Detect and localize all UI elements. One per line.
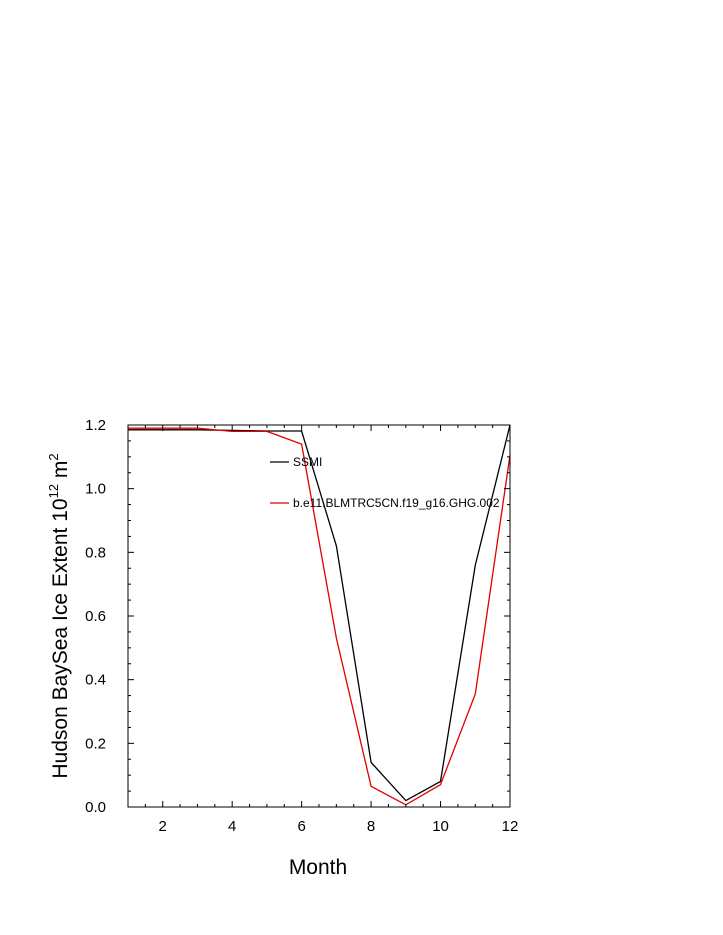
y-axis-title-unit: m <box>49 461 72 484</box>
y-axis-title: Hudson BaySea Ice Extent 1012 m2 <box>46 453 72 778</box>
series-line-1 <box>128 424 511 802</box>
y-axis-title-main: Hudson BaySea Ice Extent 10 <box>49 498 72 778</box>
x-tick-label: 6 <box>297 818 305 835</box>
legend-label-1: SSMI <box>293 455 322 469</box>
x-tick-label: 4 <box>228 818 236 835</box>
y-axis-title-unit-exponent: 2 <box>46 453 61 460</box>
legend-label-2: b.e11.BLMTRC5CN.f19_g16.GHG.002 <box>293 496 500 510</box>
legend: SSMI b.e11.BLMTRC5CN.f19_g16.GHG.002 <box>270 455 500 510</box>
x-tick-label: 10 <box>432 818 449 835</box>
x-axis-title: Month <box>289 856 347 879</box>
y-tick-label: 1.0 <box>85 481 106 498</box>
y-tick-label: 0.4 <box>85 672 106 689</box>
axes-layer <box>127 424 511 808</box>
series-layer <box>128 424 511 806</box>
y-tick-label: 0.2 <box>85 735 106 752</box>
y-tick-label: 1.2 <box>85 417 106 434</box>
x-tick-label: 2 <box>159 818 167 835</box>
x-tick-label: 12 <box>502 818 519 835</box>
y-tick-label: 0.8 <box>85 544 106 561</box>
y-axis-title-exponent: 12 <box>46 484 61 498</box>
series-line-2 <box>128 427 511 806</box>
x-tick-label: 8 <box>367 818 375 835</box>
y-tick-label: 0.6 <box>85 608 106 625</box>
tick-labels: 2 4 6 8 10 12 0.0 0.2 0.4 0.6 0.8 1.0 1.2 <box>85 417 518 835</box>
plot-frame <box>127 424 511 808</box>
y-tick-label: 0.0 <box>85 799 106 816</box>
